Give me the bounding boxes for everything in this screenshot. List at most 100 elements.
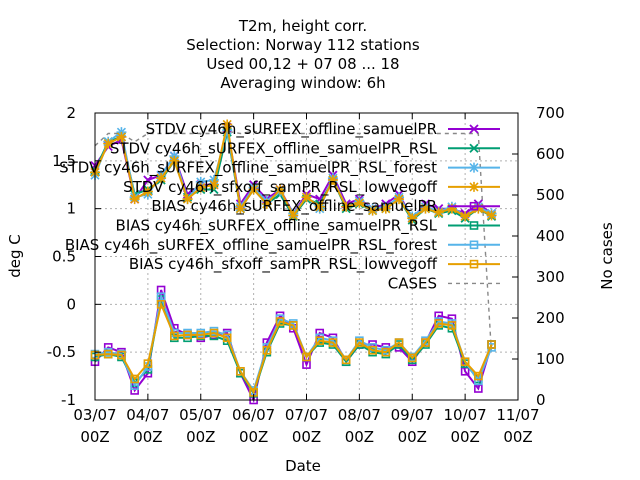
data-point (195, 176, 206, 187)
data-point (262, 345, 272, 355)
y2-tick-label: 0 (536, 391, 546, 409)
data-point (469, 259, 479, 269)
data-point (130, 374, 139, 384)
data-point (469, 124, 479, 134)
y2-tick-label: 700 (536, 104, 565, 122)
legend-label: CASES (388, 274, 437, 292)
data-point (434, 319, 443, 328)
x-tick-label: 11/07 (496, 406, 539, 424)
data-point (469, 201, 479, 211)
data-point (261, 198, 272, 209)
data-point (420, 203, 431, 214)
data-point (407, 353, 417, 363)
data-point (469, 181, 479, 192)
data-point (460, 357, 470, 367)
data-point (103, 138, 114, 149)
data-point (156, 300, 166, 309)
data-point (487, 340, 496, 349)
data-point (208, 179, 219, 190)
data-point (368, 345, 377, 355)
legend-label: BIAS cy46h_sURFEX_offline_samuelPR_RSL_f… (65, 236, 437, 255)
y2-tick-label: 200 (536, 309, 565, 327)
x-tick-label: 00Z (345, 428, 374, 446)
data-point (222, 333, 232, 343)
data-point (394, 338, 404, 347)
data-point (460, 211, 471, 222)
legend-label: STDV cy46h_sURFEX_offline_samuelPR (146, 120, 437, 139)
x-tick-label: 04/07 (126, 406, 169, 424)
y-tick-label: -0.5 (47, 343, 76, 361)
data-point (355, 338, 364, 347)
data-point (183, 330, 192, 340)
title-line: Used 00,12 + 07 08 ... 18 (206, 55, 399, 73)
legend: STDV cy46h_sURFEX_offline_samuelPR STDV c… (59, 120, 500, 292)
y-tick-label: 0 (66, 295, 76, 313)
data-point (473, 203, 484, 214)
data-point (327, 174, 338, 185)
data-point (469, 143, 479, 153)
data-point (469, 221, 479, 230)
data-point (314, 201, 325, 212)
title-line: Selection: Norway 112 stations (186, 36, 420, 54)
data-point (195, 182, 206, 193)
title-line: Averaging window: 6h (220, 74, 385, 92)
data-point (169, 155, 180, 166)
y2-tick-label: 600 (536, 145, 565, 163)
legend-label: STDV cy46h_sURFEX_offline_samuelPR_RSL_f… (59, 159, 437, 178)
series-line (94, 130, 493, 355)
y2-axis-label: No cases (598, 222, 616, 290)
x-tick-label: 00Z (450, 428, 479, 446)
axes: 03/07 00Z 04/07 00Z 05/07 00Z 06/07 00Z 07/07 00Z… (47, 104, 565, 446)
x-tick-label: 00Z (239, 428, 268, 446)
x-tick-label: 06/07 (232, 406, 275, 424)
data-point (170, 331, 179, 341)
data-point (103, 349, 113, 359)
data-point (222, 119, 233, 130)
data-point (381, 347, 391, 357)
data-point (196, 330, 206, 340)
data-point (354, 197, 365, 208)
series (90, 119, 497, 224)
y-axis-label: deg C (6, 234, 24, 278)
y-tick-label: -1 (61, 391, 76, 409)
data-point (129, 194, 140, 205)
data-point (341, 201, 352, 212)
data-point (116, 131, 127, 142)
data-point (328, 338, 338, 347)
legend-label: BIAS cy46h_sfxoff_samPR_RSL_lowvegoff (129, 255, 438, 274)
y2-tick-label: 300 (536, 268, 565, 286)
legend-label: BIAS cy46h_sURFEX_offline_samuelPR (151, 197, 437, 216)
data-point (433, 207, 444, 218)
data-point (156, 173, 167, 184)
x-tick-label: 00Z (80, 428, 109, 446)
data-point (142, 186, 153, 197)
x-axis-label: Date (285, 457, 321, 475)
data-point (301, 192, 312, 203)
data-point (302, 352, 311, 362)
data-point (474, 371, 483, 381)
data-point (486, 210, 497, 221)
data-point (117, 350, 126, 360)
data-point (236, 366, 245, 376)
data-point (288, 321, 298, 330)
data-point (469, 240, 479, 250)
series-layer (90, 119, 497, 405)
x-tick-label: 00Z (186, 428, 215, 446)
series-line (94, 289, 493, 403)
data-point (275, 317, 285, 326)
y-tick-label: 0.5 (52, 248, 76, 266)
data-point (407, 213, 418, 224)
data-point (447, 321, 457, 330)
data-point (394, 194, 405, 205)
y2-tick-label: 400 (536, 227, 565, 245)
data-point (367, 205, 378, 216)
data-point (248, 184, 259, 195)
series-line (94, 295, 493, 396)
x-tick-label: 00Z (292, 428, 321, 446)
legend-label: BIAS cy46h_sURFEX_offline_samuelPR_RSL (116, 217, 438, 236)
data-point (421, 338, 430, 347)
legend-label: STDV cy46h_sfxoff_samPR_RSL_lowvegoff (123, 178, 438, 197)
x-tick-label: 05/07 (179, 406, 222, 424)
data-point (182, 194, 193, 205)
data-point (341, 355, 351, 365)
